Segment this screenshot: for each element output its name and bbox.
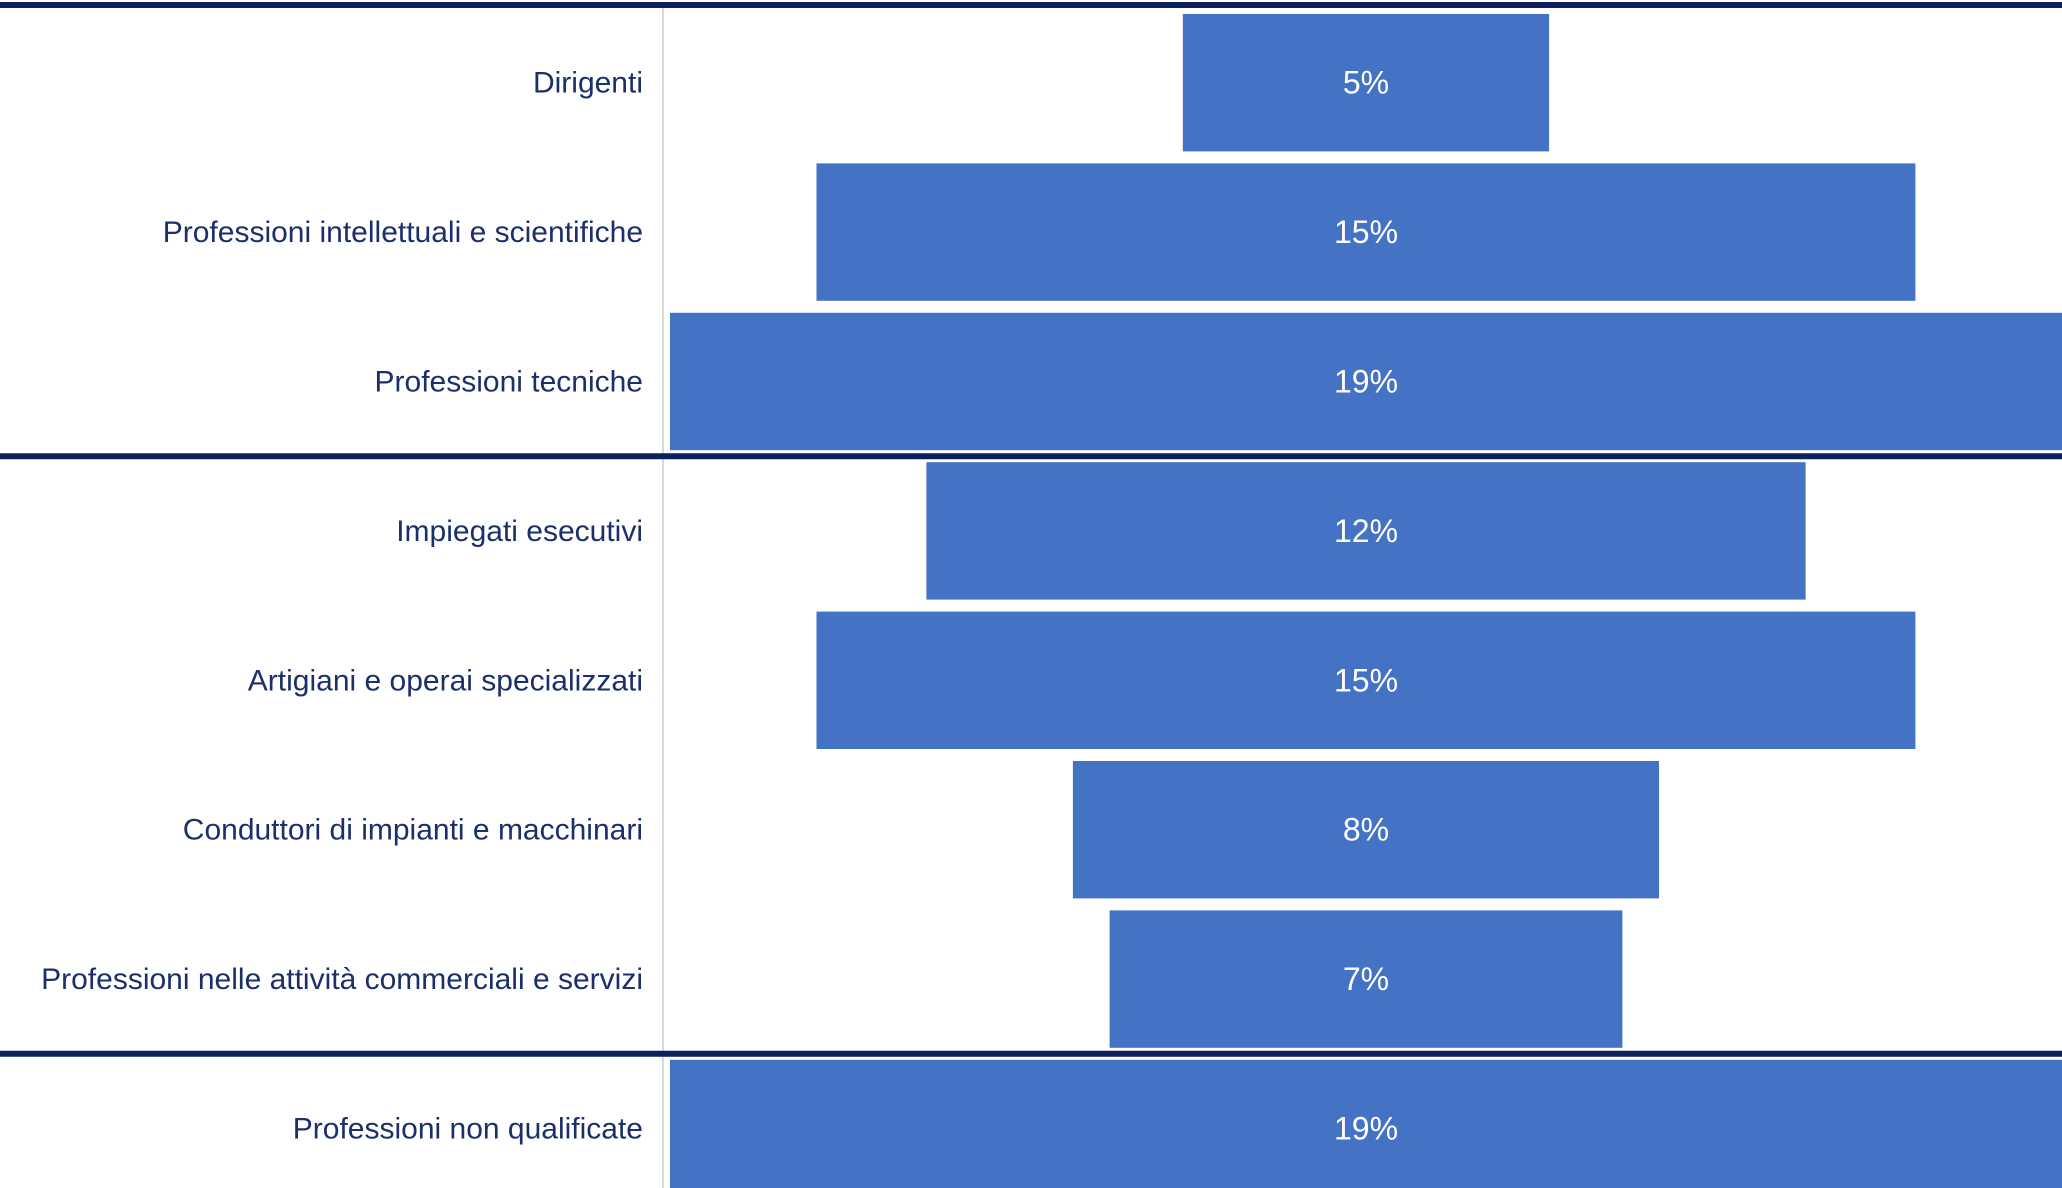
funnel-bar (670, 1059, 2062, 1188)
funnel-bar (816, 163, 1916, 301)
labels-layer: 5% Dirigenti 15% Professioni intellettuali … (41, 65, 1398, 1147)
funnel-bar (926, 462, 1806, 600)
category-label: Professioni intellettuali e scientifiche (163, 216, 643, 249)
bar-value-label: 7% (1343, 961, 1389, 997)
funnel-bar (816, 611, 1916, 749)
category-label: Impiegati esecutivi (396, 515, 643, 548)
bar-value-label: 19% (1334, 364, 1398, 400)
funnel-bar (1109, 910, 1623, 1048)
funnel-bar (1182, 14, 1550, 152)
category-label: Professioni non qualificate (293, 1113, 643, 1146)
category-label: Professioni tecniche (375, 366, 643, 399)
bar-value-label: 12% (1334, 513, 1398, 549)
bar-value-label: 5% (1343, 65, 1389, 101)
bar-value-label: 15% (1334, 214, 1398, 250)
category-label: Professioni nelle attività commerciali e… (41, 963, 643, 996)
funnel-bar (670, 312, 2062, 451)
bar-value-label: 8% (1343, 812, 1389, 848)
separators-layer (0, 2, 2062, 1057)
bar-value-label: 15% (1334, 662, 1398, 698)
category-label: Conduttori di impianti e macchinari (183, 814, 643, 847)
category-label: Dirigenti (533, 67, 643, 100)
bars-layer (670, 14, 2062, 1188)
category-label: Artigiani e operai specializzati (248, 664, 643, 697)
funnel-bar (1072, 761, 1659, 899)
bar-value-label: 19% (1334, 1111, 1398, 1147)
